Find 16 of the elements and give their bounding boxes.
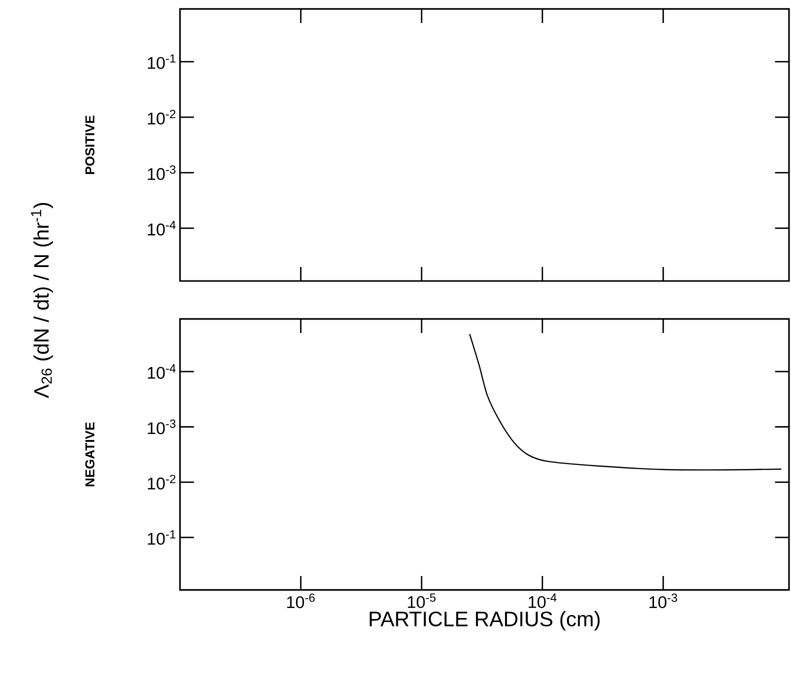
x-tick-label: 10$^{-4}$ [528, 594, 556, 608]
y-tick-label: 10$^{-2}$ [148, 110, 176, 125]
y-tick-label: 10$^{-1}$ [148, 54, 176, 69]
y-tick-label: 10$^{-3}$ [148, 420, 176, 434]
y-tick-label: 10$^{-4}$ [148, 364, 176, 379]
text: Λ$_{26}$ (dN / dt) / N (hr$^{-1}$) [31, 203, 53, 398]
y-tick-label: 10$^{-2}$ [148, 474, 176, 490]
x-axis-title: PARTICLE RADIUS (cm) [370, 611, 600, 631]
y-axis-title: POSITIVE [85, 116, 94, 174]
y-tick-label: 10$^{-1}$ [148, 530, 176, 545]
y-tick-label: 10$^{-4}$ [148, 220, 176, 236]
y-axis-title: NEGATIVE [85, 422, 94, 486]
x-tick-label: 10$^{-3}$ [650, 594, 678, 608]
y-tick-label: 10$^{-3}$ [148, 165, 176, 180]
x-tick-label: 10$^{-6}$ [287, 594, 315, 608]
x-tick-label: 10$^{-5}$ [408, 594, 436, 608]
